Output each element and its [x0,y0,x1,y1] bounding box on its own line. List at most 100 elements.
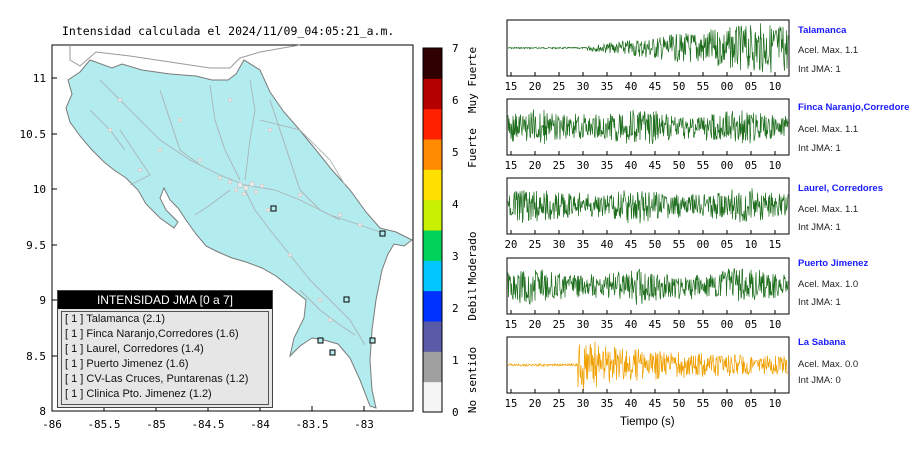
colorbar-cell [423,139,442,170]
colorbar-cell [423,169,442,201]
station-acel: Acel. Max. 1.1 [798,124,859,135]
waveform-tick-label: 20 [529,398,542,410]
waveform-tick-label: 35 [601,398,614,410]
waveform-tick-label: 45 [649,81,662,93]
colorbar-cell [423,108,442,140]
waveform-tick-label: 20 [505,239,518,251]
waveform-tick-label: 10 [745,239,758,251]
station-jma: Int JMA: 1 [798,297,841,308]
waveform-tick-label: 00 [721,160,734,172]
map-y-tick: 11 [33,72,46,85]
waveform-tick-label: 45 [649,398,662,410]
nicaragua-outline [69,44,301,69]
waveform-tick-label: 00 [721,398,734,410]
waveform-tick-label: 00 [697,239,710,251]
colorbar-category: Moderado [466,232,479,285]
waveform-trace [507,188,789,224]
waveform-tick-label: 10 [769,81,782,93]
colorbar-tick: 5 [452,146,459,159]
station-acel: Acel. Max. 1.0 [798,279,859,290]
waveform-tick-label: 15 [769,239,782,251]
waveform-tick-label: 40 [625,81,638,93]
station-jma: Int JMA: 0 [798,375,841,386]
map-y-tick: 9.5 [26,239,46,252]
colorbar-tick: 6 [452,94,459,107]
map-x-tick: -84.5 [191,418,224,431]
waveform-tick-label: 35 [601,81,614,93]
colorbar-category: No sentido [466,347,479,413]
waveform-tick-label: 50 [673,398,686,410]
waveform-tick-label: 30 [577,81,590,93]
legend-list: [ 1 ] Talamanca (2.1) [ 1 ] Finca Naranj… [61,311,269,405]
waveform-tick-label: 25 [553,319,566,331]
station-acel: Acel. Max. 1.1 [798,45,859,56]
colorbar-cell [423,260,442,292]
map-y-tick: 8.5 [26,350,46,363]
station-jma: Int JMA: 1 [798,143,841,154]
waveform-tick-label: 25 [553,81,566,93]
map-x-tick: -85.5 [87,418,120,431]
waveform-trace [507,341,789,391]
waveform-tick-label: 50 [673,81,686,93]
station-name: Finca Naranjo,Corredores [798,102,910,113]
colorbar-cell [423,230,442,261]
colorbar-cell [423,290,442,322]
waveform-tick-label: 10 [769,319,782,331]
colorbar-cell [423,321,442,352]
colorbar-cell [423,351,442,383]
station-acel: Acel. Max. 0.0 [798,359,859,370]
waveform-trace [507,268,789,306]
map-title: Intensidad calculada el 2024/11/09_04:05… [62,24,395,38]
station-jma: Int JMA: 1 [798,222,841,233]
map-x-tick: -84 [250,418,270,431]
waveform-frame [506,177,790,235]
waveform-trace [507,109,789,145]
waveform-tick-label: 55 [697,81,710,93]
waveform-tick-label: 55 [697,398,710,410]
waveform-tick-label: 25 [553,398,566,410]
waveform-tick-label: 05 [745,319,758,331]
waveform-tick-label: 10 [769,398,782,410]
colorbar-tick: 3 [452,250,459,263]
colorbar-tick: 1 [452,354,459,367]
colorbar-cell [423,48,442,79]
waveform-tick-label: 45 [649,160,662,172]
station-acel: Acel. Max. 1.1 [798,204,859,215]
map-y-tick: 10 [33,183,46,196]
colorbar-tick: 7 [452,42,459,55]
legend-item: [ 1 ] Puerto Jimenez (1.6) [65,358,189,370]
waveform-panels: 15 20 25 30 35 40 45 50 55 00 05 10 15 20 25 30 35 40 45 50… [505,19,790,410]
waveform-tick-label: 20 [529,160,542,172]
colorbar-cell [423,199,442,231]
waveform-tick-label: 40 [625,319,638,331]
waveform-tick-label: 05 [745,160,758,172]
waveform-tick-label: 30 [577,398,590,410]
waveform-tick-label: 50 [673,160,686,172]
colorbar [422,47,443,413]
legend-item: [ 1 ] Finca Naranjo,Corredores (1.6) [65,328,239,340]
waveform-tick-label: 55 [697,319,710,331]
waveform-tick-label: 15 [505,398,518,410]
colorbar-category: Muy Fuerte [466,47,479,113]
waveform-tick-label: 20 [529,319,542,331]
waveform-tick-label: 55 [697,160,710,172]
legend-item: [ 1 ] CV-Las Cruces, Puntarenas (1.2) [65,373,249,385]
legend-item: [ 1 ] Talamanca (2.1) [65,313,166,325]
waveform-tick-label: 30 [577,160,590,172]
waveform-tick-label: 15 [505,319,518,331]
waveform-tick-label: 50 [673,319,686,331]
map-x-tick: -83.5 [295,418,328,431]
costa-rica-land [65,59,413,409]
waveform-tick-label: 15 [505,160,518,172]
legend-title: INTENSIDAD JMA [0 a 7] [58,291,272,309]
colorbar-category: Debil [466,287,479,320]
waveform-tick-label: 25 [529,239,542,251]
station-name: Puerto Jimenez [798,258,869,269]
waveform-tick-label: 50 [649,239,662,251]
station-jma: Int JMA: 1 [798,64,841,75]
waveform-tick-label: 10 [769,160,782,172]
intensity-legend: INTENSIDAD JMA [0 a 7] [ 1 ] Talamanca (… [57,290,273,408]
time-axis-label: Tiempo (s) [620,416,675,428]
map-y-tick: 9 [39,294,46,307]
map-x-tick: -86 [42,418,62,431]
